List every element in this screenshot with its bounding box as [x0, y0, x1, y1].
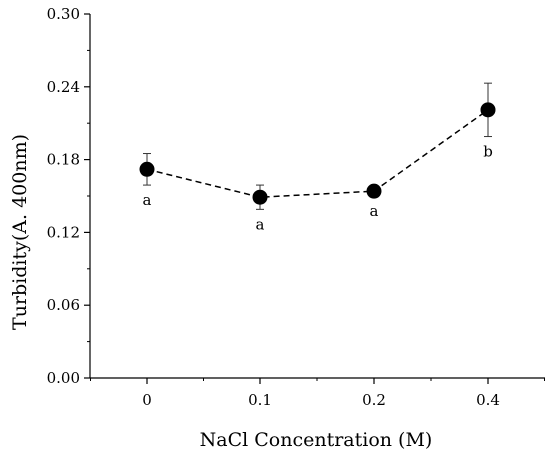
data-point	[480, 102, 496, 118]
y-tick-label: 0.18	[47, 151, 80, 169]
significance-label: a	[143, 191, 152, 209]
data-point	[139, 161, 155, 177]
x-ticks: 0 0.1 0.2 0.4	[90, 378, 545, 409]
y-tick-label: 0.24	[47, 78, 80, 96]
data-point	[252, 189, 268, 205]
x-axis-title: NaCl Concentration (M)	[200, 429, 433, 451]
y-tick-label: 0.06	[47, 296, 80, 314]
significance-labels: a a a b	[143, 143, 493, 234]
y-tick-label: 0.12	[47, 223, 80, 241]
x-tick-label: 0.2	[362, 391, 386, 409]
x-tick-label: 0.4	[476, 391, 500, 409]
significance-label: b	[483, 143, 493, 161]
y-tick-label: 0.00	[47, 369, 80, 387]
significance-label: a	[256, 215, 265, 233]
significance-label: a	[370, 202, 379, 220]
y-axis-title: Turbidity(A. 400nm)	[9, 134, 31, 330]
data-point	[366, 183, 382, 199]
y-tick-label: 0.30	[47, 5, 80, 23]
x-tick-label: 0	[142, 391, 152, 409]
data-points	[139, 102, 496, 205]
series-line	[146, 109, 489, 198]
x-tick-label: 0.1	[248, 391, 272, 409]
error-bars	[143, 82, 492, 210]
y-ticks: 0.00 0.06 0.12 0.18 0.24 0.30	[47, 5, 90, 387]
axes	[89, 14, 545, 379]
